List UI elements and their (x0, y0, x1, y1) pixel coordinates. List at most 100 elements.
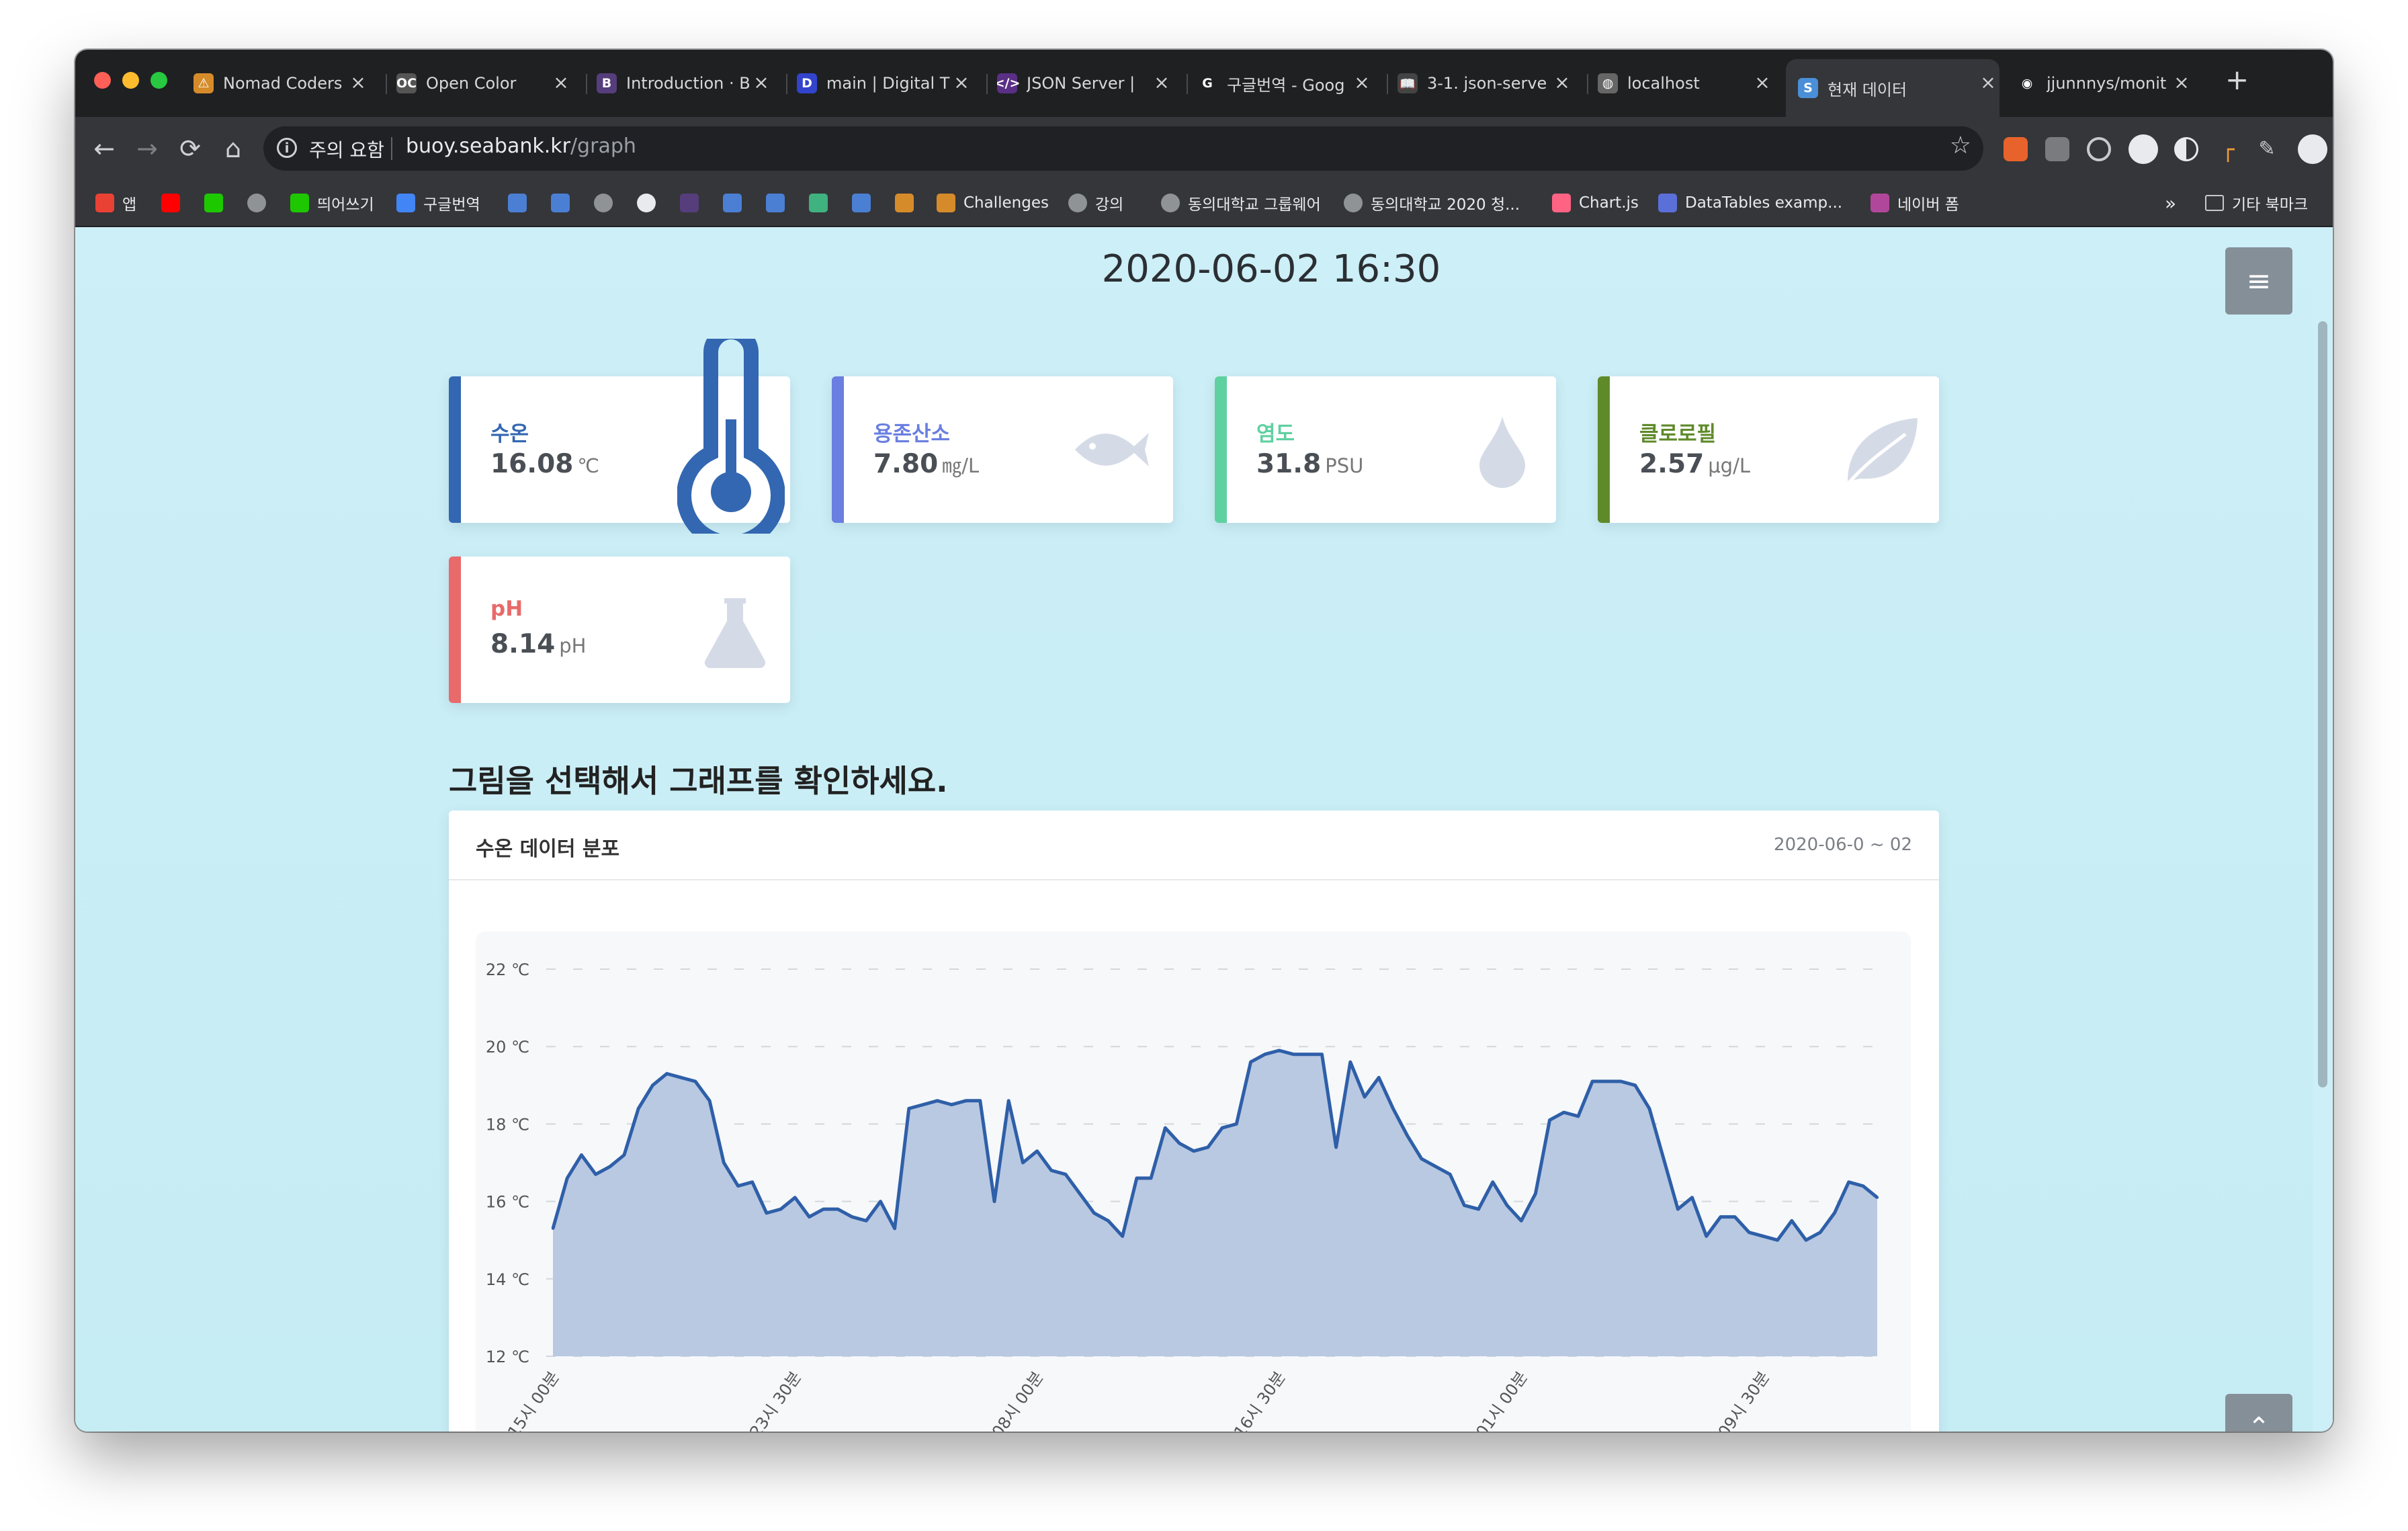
maximize-window-button[interactable] (150, 72, 167, 89)
extension-target-icon[interactable] (2087, 137, 2111, 161)
data-point (1633, 1083, 1637, 1087)
reload-button[interactable]: ⟳ (179, 134, 201, 163)
bookmark-item[interactable] (161, 191, 188, 215)
sensor-card-thermometer[interactable]: 수온 16.08 ℃ (449, 325, 790, 550)
bookmark-item[interactable]: 네이버 폼 (1870, 191, 1959, 215)
extension-pen-icon[interactable]: ✎ (2258, 137, 2276, 161)
bookmark-item[interactable] (204, 191, 231, 215)
tab-open-color[interactable]: OC Open Color × (396, 59, 572, 108)
tab-seabank[interactable]: S 현재 데이터 × (1786, 59, 2000, 117)
globe-icon: ◍ (1598, 73, 1618, 93)
data-point (1078, 1192, 1082, 1196)
other-bookmarks-label: 기타 북마크 (2232, 196, 2309, 214)
data-point (637, 1107, 640, 1110)
bookmark-item[interactable] (594, 191, 621, 215)
sensor-card-flask[interactable]: pH 8.14 pH (449, 556, 790, 703)
bookmark-item[interactable]: 구글번역 (396, 191, 480, 215)
bookmark-star-icon[interactable]: ☆ (1949, 132, 1971, 159)
close-tab-icon[interactable]: × (1980, 71, 1996, 93)
close-tab-icon[interactable]: × (350, 71, 366, 93)
bookmark-item[interactable] (680, 191, 707, 215)
page-scrollbar[interactable] (2313, 227, 2333, 1432)
tab-bootstrap[interactable]: B Introduction · B × (597, 59, 773, 108)
forward-button[interactable]: → (136, 134, 158, 163)
flask-icon (701, 594, 769, 671)
other-bookmarks-folder[interactable]: 기타 북마크 (2205, 191, 2308, 215)
card-label: 클로로필 (1639, 422, 1717, 446)
bookmark-item[interactable] (637, 191, 664, 215)
tab-globe[interactable]: ◍ localhost × (1598, 59, 1774, 108)
temperature-chart[interactable]: 12 ℃ 14 ℃ 16 ℃ 18 ℃ 20 ℃ 22 ℃ 15시 00분 23시 30분 08… (476, 932, 1911, 1432)
close-tab-icon[interactable]: × (553, 71, 569, 93)
data-point (1449, 1173, 1452, 1176)
bookmark-item[interactable]: 띄어쓰기 (290, 191, 374, 215)
close-tab-icon[interactable]: × (753, 71, 769, 93)
series-line (551, 1048, 1879, 1242)
close-tab-icon[interactable]: × (1354, 71, 1370, 93)
close-tab-icon[interactable]: × (953, 71, 970, 93)
tab-github[interactable]: ◉ jjunnnys/monit × (2017, 59, 2193, 108)
close-tab-icon[interactable]: × (1754, 71, 1770, 93)
browser-toolbar: ← → ⟳ ⌂ i 주의 요함 buoy.seabank.kr/graph ☆ … (75, 117, 2333, 181)
scroll-to-top-button[interactable]: ⌃ (2225, 1394, 2292, 1432)
bookmark-item[interactable]: 앱 (95, 191, 136, 215)
extension-hook-icon[interactable]: ┌ (2221, 136, 2235, 162)
tab-book[interactable]: 📖 3-1. json-serve × (1398, 59, 1574, 108)
tab-nomad[interactable]: ⚠ Nomad Coders × (194, 59, 370, 108)
url-text[interactable]: buoy.seabank.kr/graph (406, 134, 636, 158)
security-warning[interactable]: 주의 요함 (309, 139, 384, 161)
scrollbar-thumb[interactable] (2318, 321, 2327, 1087)
data-point (1235, 1122, 1238, 1126)
bookmark-item[interactable] (895, 191, 922, 215)
x-tick-label: 23시 30분 (746, 1368, 806, 1432)
data-point (1562, 1111, 1565, 1114)
leaf-icon (1841, 414, 1922, 491)
data-point (1548, 1118, 1551, 1122)
profile-avatar[interactable] (2298, 134, 2327, 164)
close-tab-icon[interactable]: × (1154, 71, 1170, 93)
address-bar[interactable]: i 주의 요함 buoy.seabank.kr/graph ☆ (263, 126, 1983, 171)
bookmark-item[interactable] (723, 191, 750, 215)
extension-i-icon[interactable] (2045, 137, 2069, 161)
extension-circle-icon[interactable] (2128, 134, 2158, 164)
chart-area[interactable]: 12 ℃ 14 ℃ 16 ℃ 18 ℃ 20 ℃ 22 ℃ 15시 00분 23시 30분 08… (476, 932, 1911, 1432)
tab-google[interactable]: G 구글번역 - Goog × (1197, 59, 1373, 108)
sensor-card-leaf[interactable]: 클로로필 2.57 μg/L (1598, 376, 1939, 523)
data-point (1206, 1146, 1209, 1149)
close-tab-icon[interactable]: × (2174, 71, 2190, 93)
extension-ex-icon[interactable] (2004, 137, 2028, 161)
back-button[interactable]: ← (93, 134, 115, 163)
youtube-icon (161, 194, 180, 212)
bookmark-item[interactable]: 동의대학교 그룹웨어 (1161, 191, 1321, 215)
bookmark-item[interactable]: DataTables examp... (1658, 191, 1842, 215)
bookmark-item[interactable]: Challenges (937, 191, 1049, 215)
close-window-button[interactable] (94, 72, 111, 89)
sensor-card-water-drop[interactable]: 염도 31.8 PSU (1215, 376, 1556, 523)
close-tab-icon[interactable]: × (1554, 71, 1570, 93)
minimize-window-button[interactable] (122, 72, 139, 89)
menu-toggle-button[interactable]: ≡ (2225, 247, 2292, 315)
bookmark-item[interactable] (247, 191, 274, 215)
data-point (950, 1103, 953, 1106)
bookmark-item[interactable] (551, 191, 578, 215)
bookmark-item[interactable] (766, 191, 793, 215)
bookmark-item[interactable]: 동의대학교 2020 청... (1344, 191, 1520, 215)
data-point (1035, 1149, 1039, 1153)
data-point (1733, 1215, 1737, 1218)
data-point (1719, 1215, 1722, 1218)
data-point (1705, 1235, 1708, 1238)
bookmarks-overflow-button[interactable]: » (2165, 192, 2177, 214)
bookmark-item[interactable] (508, 191, 535, 215)
bookmark-item[interactable] (852, 191, 879, 215)
tab-json-server[interactable]: </> JSON Server | × (997, 59, 1173, 108)
bookmark-item[interactable]: 강의 (1068, 191, 1123, 215)
info-icon[interactable]: i (277, 138, 297, 158)
bookmark-item[interactable]: Chart.js (1552, 191, 1639, 215)
new-tab-button[interactable]: + (2225, 63, 2249, 96)
bookmark-item[interactable] (809, 191, 836, 215)
home-button[interactable]: ⌂ (224, 134, 242, 163)
card-unit: PSU (1325, 454, 1364, 477)
sensor-card-fish[interactable]: 용존산소 7.80 ㎎/L (832, 376, 1173, 523)
extension-half-circle-icon[interactable] (2174, 137, 2198, 161)
